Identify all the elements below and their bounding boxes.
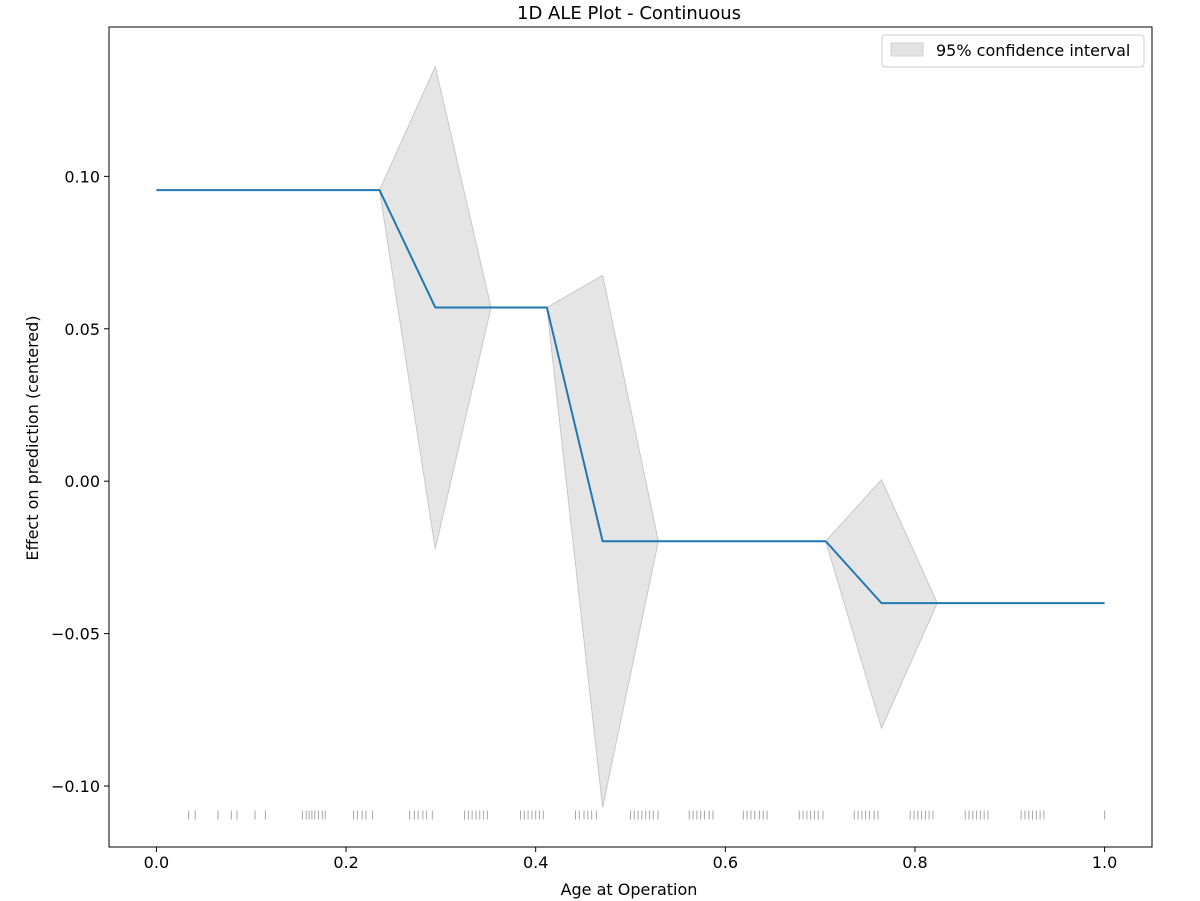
y-axis-ticks: −0.10 −0.05 0.00 0.05 0.10 bbox=[51, 167, 109, 796]
x-tick-label: 0.0 bbox=[144, 853, 169, 872]
x-tick-label: 1.0 bbox=[1092, 853, 1117, 872]
legend-frame bbox=[881, 34, 1145, 68]
legend: 95% confidence interval bbox=[881, 34, 1145, 68]
plot-frame bbox=[108, 26, 1153, 848]
ale-line bbox=[156, 189, 1105, 605]
y-tick-label: 0.10 bbox=[64, 167, 100, 186]
y-tick-label: 0.00 bbox=[64, 472, 100, 491]
legend-ci-swatch bbox=[890, 42, 924, 57]
y-tick-label: 0.05 bbox=[64, 320, 100, 339]
y-tick-label: −0.05 bbox=[51, 625, 100, 644]
x-tick-label: 0.2 bbox=[333, 853, 358, 872]
legend-ci-label: 95% confidence interval bbox=[936, 41, 1130, 60]
x-axis-ticks: 0.0 0.2 0.4 0.6 0.8 1.0 bbox=[144, 847, 1117, 872]
ale-line-layer bbox=[156, 189, 1105, 605]
y-tick-label: −0.10 bbox=[51, 777, 100, 796]
x-axis-label: Age at Operation bbox=[561, 880, 698, 899]
y-axis-label: Effect on prediction (centered) bbox=[23, 315, 42, 560]
x-tick-label: 0.4 bbox=[523, 853, 548, 872]
x-tick-label: 0.8 bbox=[902, 853, 927, 872]
rug-layer bbox=[188, 810, 1106, 820]
x-tick-label: 0.6 bbox=[713, 853, 738, 872]
chart-title: 1D ALE Plot - Continuous bbox=[517, 3, 741, 24]
